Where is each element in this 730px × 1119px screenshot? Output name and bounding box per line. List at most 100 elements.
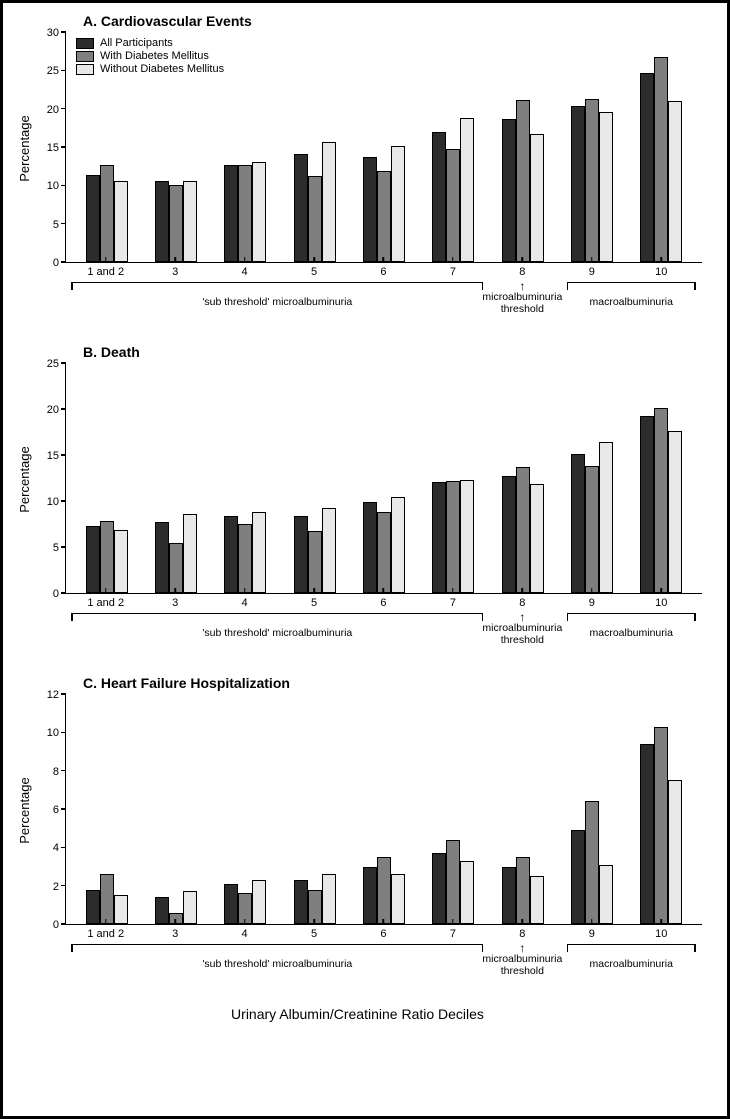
bar-with_dm (446, 149, 460, 262)
bar-with_dm (585, 801, 599, 924)
bracket-label-threshold: microalbuminuriathreshold (482, 623, 562, 646)
bar-without_dm (322, 142, 336, 262)
bar-with_dm (238, 165, 252, 262)
panel-letter: C. (83, 675, 97, 691)
bar-all (432, 482, 446, 593)
bracket-label-macro: macroalbuminuria (589, 628, 672, 640)
xtick-label: 7 (418, 263, 487, 278)
bar-all (363, 157, 377, 262)
ytick-label: 15 (47, 142, 59, 154)
panel-letter: A. (83, 13, 97, 29)
bar-group (488, 467, 557, 593)
panel-B: B. DeathPercentage05101520251 and 234567… (13, 344, 702, 657)
ytick-label: 5 (53, 219, 59, 231)
xtick-label: 4 (210, 263, 279, 278)
bar-group (419, 118, 488, 262)
xtick-label: 3 (140, 594, 209, 609)
bar-all (640, 73, 654, 262)
figure-frame: A. Cardiovascular EventsPercentage051015… (0, 0, 730, 1119)
xtick-label: 8 (488, 925, 557, 940)
chart-wrap: Percentage024681012 (13, 695, 702, 925)
bar-group (72, 165, 141, 262)
bracket-label-subthreshold: 'sub threshold' microalbuminuria (202, 297, 352, 309)
bracket-label-threshold: microalbuminuriathreshold (482, 292, 562, 315)
ytick-label: 4 (53, 842, 59, 854)
bar-group (349, 857, 418, 924)
bar-all (640, 416, 654, 593)
bar-group (557, 801, 626, 924)
ytick-label: 30 (47, 27, 59, 39)
bar-group (349, 146, 418, 262)
bracket-cell: ↑microalbuminuriathreshold (488, 609, 557, 657)
xtick-label: 6 (349, 594, 418, 609)
xtick-label: 10 (627, 263, 696, 278)
bar-group (627, 727, 696, 924)
bar-without_dm (252, 162, 266, 262)
bar-group (557, 99, 626, 262)
bar-group (627, 408, 696, 593)
xticks-row: 1 and 2345678910 (65, 925, 702, 940)
bracket-label-subthreshold: 'sub threshold' microalbuminuria (202, 959, 352, 971)
xtick-label: 1 and 2 (71, 594, 140, 609)
chart-wrap: Percentage051015202530All ParticipantsWi… (13, 33, 702, 263)
xticks-row: 1 and 2345678910 (65, 263, 702, 278)
bar-with_dm (100, 521, 114, 593)
bar-with_dm (654, 57, 668, 262)
bracket-subthreshold: 'sub threshold' microalbuminuria (71, 282, 483, 290)
ytick-label: 25 (47, 65, 59, 77)
bar-without_dm (460, 118, 474, 262)
bar-with_dm (308, 531, 322, 593)
bar-without_dm (599, 442, 613, 593)
bar-group (280, 874, 349, 924)
bar-with_dm (446, 840, 460, 924)
bar-group (211, 162, 280, 262)
bar-group (280, 142, 349, 262)
bar-all (502, 476, 516, 593)
plot-area (65, 695, 702, 925)
bar-group (349, 497, 418, 593)
bar-all (571, 106, 585, 262)
bar-all (155, 897, 169, 924)
panel-title: B. Death (83, 344, 702, 360)
panel-letter: B. (83, 344, 97, 360)
bar-all (155, 522, 169, 593)
ylabel-box: Percentage (13, 364, 35, 594)
panel-title-text: Death (97, 344, 140, 360)
bracket-row: ↑microalbuminuriathreshold'sub threshold… (65, 609, 702, 657)
bar-without_dm (668, 431, 682, 593)
bar-with_dm (654, 408, 668, 593)
bar-with_dm (100, 874, 114, 924)
bar-with_dm (169, 913, 183, 925)
ytick-label: 0 (53, 919, 59, 931)
xtick-label: 8 (488, 594, 557, 609)
xtick-label: 4 (210, 925, 279, 940)
bar-without_dm (599, 112, 613, 262)
ytick-label: 10 (47, 727, 59, 739)
ytick-label: 0 (53, 257, 59, 269)
bar-without_dm (252, 880, 266, 924)
bar-with_dm (654, 727, 668, 924)
bracket-subthreshold: 'sub threshold' microalbuminuria (71, 944, 483, 952)
bar-all (155, 181, 169, 262)
bar-all (294, 880, 308, 924)
bar-without_dm (668, 780, 682, 924)
yticks: 051015202530 (35, 33, 65, 263)
bar-all (363, 502, 377, 593)
bar-group (488, 100, 557, 262)
bracket-label-macro: macroalbuminuria (589, 959, 672, 971)
bar-with_dm (377, 857, 391, 924)
bracket-label-threshold: microalbuminuriathreshold (482, 954, 562, 977)
xtick-label: 1 and 2 (71, 925, 140, 940)
xtick-label: 9 (557, 925, 626, 940)
bar-all (224, 884, 238, 924)
bar-without_dm (322, 874, 336, 924)
xtick-label: 5 (279, 925, 348, 940)
bar-all (571, 830, 585, 924)
ylabel: Percentage (17, 115, 32, 182)
bar-group (72, 521, 141, 593)
bar-without_dm (530, 876, 544, 924)
panel-A: A. Cardiovascular EventsPercentage051015… (13, 13, 702, 326)
ytick-label: 20 (47, 104, 59, 116)
bar-all (224, 165, 238, 262)
bar-all (432, 853, 446, 924)
